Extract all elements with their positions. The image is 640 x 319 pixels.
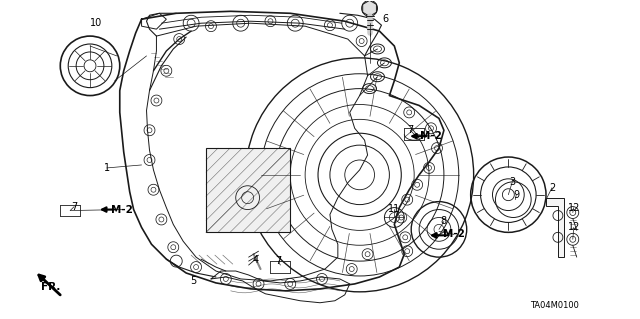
Text: 9: 9 xyxy=(513,190,519,200)
Text: 8: 8 xyxy=(441,217,447,226)
Polygon shape xyxy=(546,198,564,257)
Text: M-2: M-2 xyxy=(111,204,132,215)
Text: 5: 5 xyxy=(190,276,196,286)
Text: 7: 7 xyxy=(275,256,282,266)
Text: 2: 2 xyxy=(549,183,555,193)
Text: TA04M0100: TA04M0100 xyxy=(531,301,579,310)
Text: 6: 6 xyxy=(382,14,388,24)
Text: 1: 1 xyxy=(104,163,110,173)
Text: 12: 12 xyxy=(568,222,580,233)
Text: 7: 7 xyxy=(71,202,77,211)
Polygon shape xyxy=(206,148,291,232)
Text: 12: 12 xyxy=(568,203,580,212)
Text: 10: 10 xyxy=(90,18,102,28)
Text: 11: 11 xyxy=(388,204,401,213)
Text: 4: 4 xyxy=(253,255,259,265)
Text: 7: 7 xyxy=(407,125,413,135)
Text: M-2: M-2 xyxy=(420,131,442,141)
Text: M-2: M-2 xyxy=(443,229,465,239)
Polygon shape xyxy=(363,0,376,16)
Text: FR.: FR. xyxy=(41,282,60,292)
Text: 3: 3 xyxy=(509,177,515,187)
